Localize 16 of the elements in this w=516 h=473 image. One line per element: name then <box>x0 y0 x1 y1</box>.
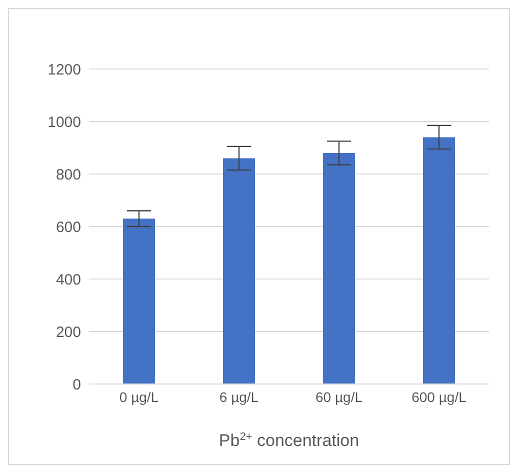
y-tick-label: 200 <box>56 324 81 341</box>
bar <box>223 158 255 384</box>
y-tick-label: 800 <box>56 166 81 184</box>
y-tick-label: 0 <box>72 376 81 394</box>
bar <box>123 218 155 384</box>
x-tick-label: 60 µg/L <box>316 388 363 405</box>
y-tick-label: 1200 <box>48 61 81 78</box>
bar <box>323 153 355 384</box>
bar <box>423 137 455 384</box>
x-tick-label: 0 µg/L <box>119 388 159 405</box>
x-axis-title: Pb$^{2+}$ concentration <box>218 431 360 450</box>
x-tick-label: 6 µg/L <box>219 388 259 405</box>
x-tick-label: 600 µg/L <box>412 388 467 405</box>
y-tick-label: 600 <box>56 218 81 236</box>
y-tick-label: 1000 <box>48 114 81 131</box>
y-tick-label: 400 <box>56 271 81 288</box>
